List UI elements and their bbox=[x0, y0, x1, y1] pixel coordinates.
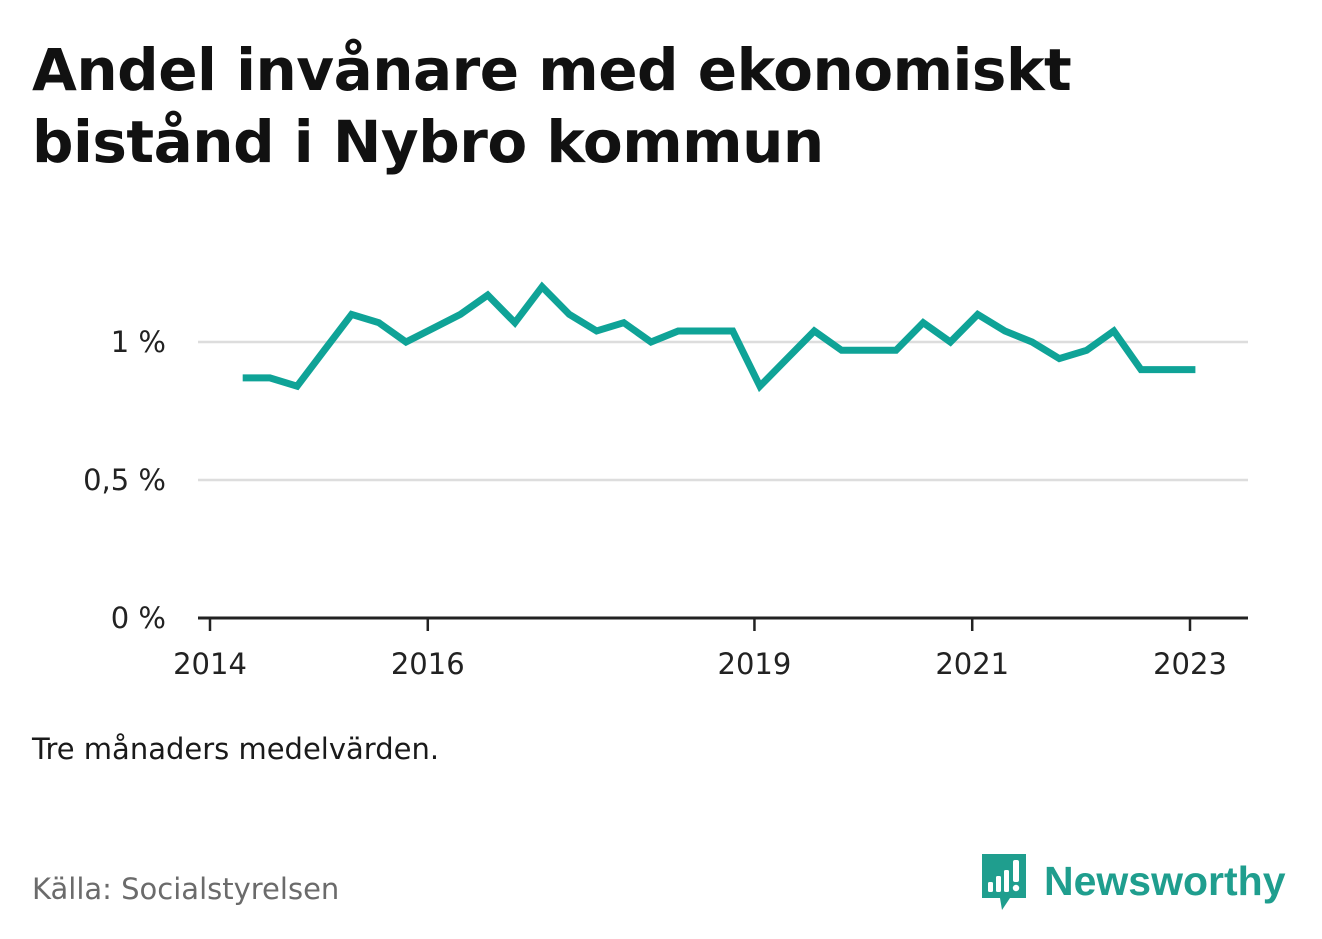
source-credit: Källa: Socialstyrelsen bbox=[32, 872, 340, 906]
x-axis bbox=[198, 616, 1248, 631]
series-layer bbox=[242, 281, 1196, 393]
chart-title: Andel invånare med ekonomiskt bistånd i … bbox=[32, 36, 1072, 176]
x-tick-label: 2019 bbox=[718, 647, 792, 681]
chart-note: Tre månaders medelvärden. bbox=[32, 732, 440, 766]
series-line bbox=[242, 281, 1196, 393]
y-tick-label: 0,5 % bbox=[83, 463, 166, 497]
y-tick-label: 1 % bbox=[111, 325, 166, 359]
x-axis-labels: 2014 2016 2019 2021 2023 bbox=[173, 647, 1227, 681]
brand-name: Newsworthy bbox=[1044, 857, 1286, 904]
newsworthy-logo-icon bbox=[982, 854, 1026, 910]
x-tick-label: 2023 bbox=[1153, 647, 1227, 681]
grid-lines bbox=[198, 340, 1248, 482]
line-chart: 0 % 0,5 % 1 % 2014 2016 2019 2021 2023 bbox=[83, 281, 1248, 681]
y-tick-label: 0 % bbox=[111, 601, 166, 635]
y-axis-labels: 0 % 0,5 % 1 % bbox=[83, 325, 166, 635]
x-tick-label: 2014 bbox=[173, 647, 247, 681]
x-tick-label: 2021 bbox=[935, 647, 1009, 681]
brand-logo[interactable]: Newsworthy bbox=[980, 846, 1286, 916]
x-tick-label: 2016 bbox=[391, 647, 465, 681]
